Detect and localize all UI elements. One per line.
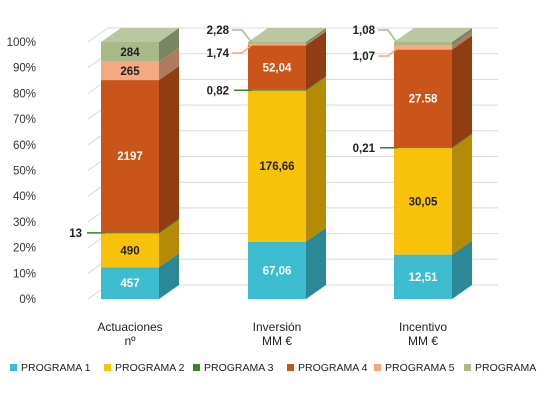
bar-segment [394,49,452,148]
data-label: 13 [69,228,82,240]
bar-top [394,28,472,42]
data-label: 1,08 [353,25,376,37]
bar-side [452,133,472,149]
bar-segment [248,43,306,46]
bar-segment [394,147,452,149]
bar-top [248,28,326,42]
data-label: 1,74 [207,48,230,60]
data-label: 30,05 [409,196,438,208]
legend-label: PROGRAMA 4 [298,362,368,374]
leader-line [378,29,399,45]
data-label: 0,21 [353,143,376,155]
bar-segment [101,267,159,299]
bar-group: 67,06 176,66 0,82 52,04 1,74 2,28 [207,25,326,299]
y-tick-label: 80% [13,88,36,100]
bar-group: 12,51 30,05 0,21 27.58 1,07 1,08 [353,25,472,299]
bar-side [159,66,179,233]
leader-line [232,44,253,54]
bar-group: 457 490 13 2197 265 284 [69,28,179,299]
data-label: 490 [120,245,139,257]
data-label: 1,07 [353,51,375,63]
category-unit-label: nº [124,334,136,348]
legend-swatch [10,364,17,371]
bar-side [452,134,472,255]
bar-side [306,31,326,90]
data-label: 52,04 [263,63,292,75]
bar-side [306,28,326,44]
data-label: 2,28 [207,25,230,37]
bar-segment [101,61,159,81]
bar-side [159,47,179,81]
bar-segment [248,42,306,44]
data-label: 284 [120,47,140,59]
y-tick-label: 20% [13,243,36,255]
legend-swatch [104,364,111,371]
legend-swatch [374,364,381,371]
legend-swatch [193,364,200,371]
bar-side [306,227,326,299]
bar-segment [394,42,452,46]
legend-swatch [464,364,471,371]
bar-side [159,28,179,62]
bar-segment [101,42,159,62]
leader-line [378,47,399,57]
category-unit-label: MM € [262,334,292,348]
category-unit-label: MM € [408,334,438,348]
bar-side [159,253,179,299]
data-label: 265 [120,66,140,78]
bar-segment [248,45,306,90]
data-label: 0,82 [207,85,229,97]
legend-label: PROGRAMA 3 [204,362,274,374]
y-tick-label: 60% [13,140,36,152]
bar-segment [101,80,159,233]
bar-side [159,219,179,268]
data-label: 67,06 [263,265,292,277]
y-tick-label: 70% [13,114,36,126]
y-tick-label: 50% [13,166,36,178]
y-tick-label: 100% [7,37,36,49]
legend-label: PROGRAMA 5 [385,362,455,374]
data-label: 457 [120,278,139,290]
legend-label: PROGRAMA 2 [115,362,185,374]
legend-swatch [287,364,294,371]
bar-side [306,75,326,91]
bar-side [306,29,326,46]
category-label: Incentivo [399,320,447,334]
bar-side [306,76,326,242]
bar-segment [248,90,306,242]
bar-segment [248,241,306,299]
bar-side [452,240,472,299]
bar-segment [248,89,306,91]
category-label: Inversión [253,320,302,334]
data-label: 27.58 [409,94,438,106]
legend-label: PROGRAMA 6 [475,362,539,374]
bar-segment [101,232,159,234]
y-tick-label: 10% [13,268,36,280]
y-tick-label: 0% [19,294,36,306]
gridline-depth [87,27,109,43]
bar-side [452,28,472,46]
bar-segment [101,233,159,268]
data-label: 12,51 [409,272,438,284]
y-tick-label: 30% [13,217,36,229]
data-label: 2197 [117,151,143,163]
bar-segment [394,45,452,50]
leader-line [232,29,253,44]
legend-label: PROGRAMA 1 [21,362,91,374]
bar-top [101,28,179,42]
bar-segment [394,254,452,299]
bar-segment [394,148,452,255]
bar-side [452,35,472,148]
category-label: Actuaciones [97,320,162,334]
bar-side [159,218,179,234]
y-tick-label: 90% [13,63,36,75]
data-label: 176,66 [259,161,294,173]
bar-side [452,31,472,50]
y-tick-label: 40% [13,191,36,203]
